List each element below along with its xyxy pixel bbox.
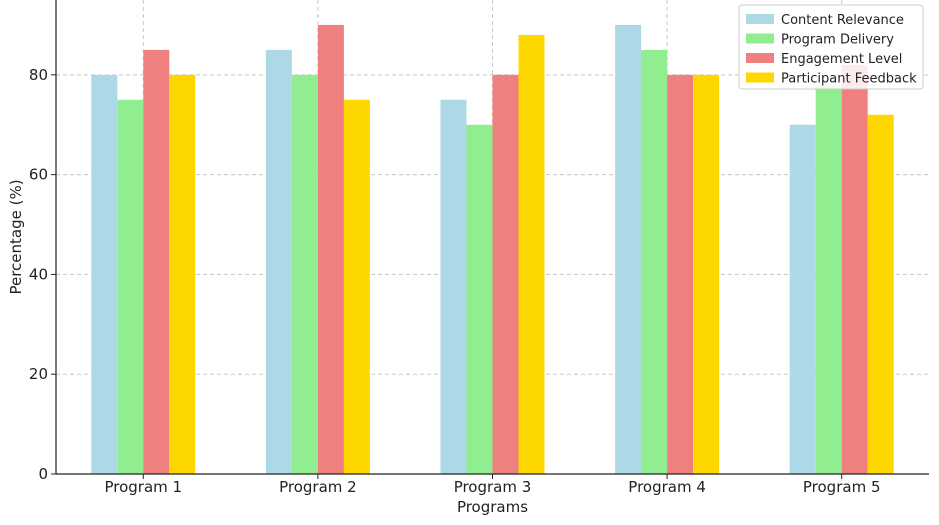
bar-program-delivery <box>466 124 493 474</box>
bar-content-relevance <box>91 74 118 474</box>
y-tick-label: 80 <box>29 66 48 84</box>
y-tick-label: 40 <box>29 265 48 283</box>
legend-label: Content Relevance <box>781 13 904 28</box>
x-tick-label: Program 1 <box>104 478 182 496</box>
x-tick-label: Program 4 <box>628 478 706 496</box>
bar-participant-feedback <box>169 74 196 474</box>
bar-content-relevance <box>789 124 816 474</box>
legend-label: Program Delivery <box>781 33 894 48</box>
legend: Content Relevance Program Delivery Engagem… <box>738 4 924 90</box>
tick-labels: 0 20 40 60 80 Program 1 Program 2 Program 3 Prog… <box>29 66 881 496</box>
bar-program-delivery <box>117 99 144 474</box>
bar-content-relevance <box>440 99 467 474</box>
x-tick-label: Program 3 <box>454 478 532 496</box>
bar-engagement-level <box>317 24 344 475</box>
bar-program-delivery <box>815 84 842 475</box>
legend-swatch <box>746 53 774 63</box>
legend-label: Engagement Level <box>781 52 902 67</box>
y-tick-label: 20 <box>29 365 48 383</box>
bar-participant-feedback <box>693 74 720 474</box>
bar-content-relevance <box>615 24 642 475</box>
bar-participant-feedback <box>343 99 370 474</box>
bar-participant-feedback <box>867 114 894 474</box>
bar-engagement-level <box>667 74 694 474</box>
bar-program-delivery <box>641 49 668 474</box>
bar-engagement-level <box>841 64 868 474</box>
y-tick-label: 60 <box>29 166 48 184</box>
legend-box <box>738 4 924 90</box>
bar-engagement-level <box>143 49 170 474</box>
x-axis-label: Programs <box>457 498 528 516</box>
legend-swatch <box>746 14 774 24</box>
bar-program-delivery <box>291 74 318 474</box>
legend-swatch <box>746 33 774 44</box>
y-tick-label: 0 <box>38 465 48 483</box>
x-tick-label: Program 5 <box>803 478 881 496</box>
legend-swatch <box>746 72 774 83</box>
x-tick-label: Program 2 <box>279 478 357 496</box>
legend-label: Participant Feedback <box>781 72 917 87</box>
bar-content-relevance <box>265 49 292 474</box>
y-axis-label: Percentage (%) <box>7 179 25 294</box>
bars <box>91 24 894 475</box>
bar-engagement-level <box>492 74 519 474</box>
bar-participant-feedback <box>518 34 545 474</box>
